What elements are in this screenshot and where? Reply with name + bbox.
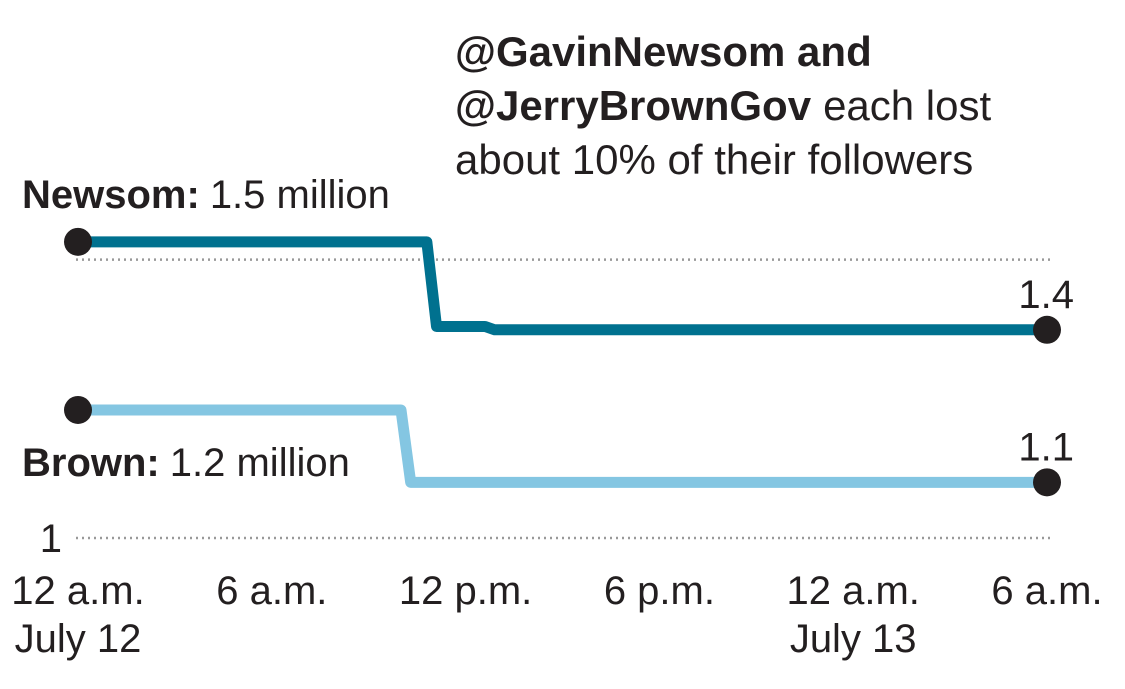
title-part: each lost — [823, 82, 991, 129]
title-line: about 10% of their followers — [455, 136, 973, 183]
series-line — [78, 236, 1047, 336]
series-end-value: 1.1 — [1018, 425, 1074, 469]
y-tick-label: 1 — [40, 517, 62, 561]
x-tick-label: 12 a.m. — [11, 569, 144, 613]
x-tick-label: 6 a.m. — [216, 569, 327, 613]
end-point — [64, 395, 92, 424]
series-end-value: 1.4 — [1018, 273, 1074, 317]
series-name: Newsom: — [22, 173, 200, 217]
x-tick-label: 6 a.m. — [991, 569, 1102, 613]
end-point — [64, 227, 92, 256]
title-line: @GavinNewsom and — [455, 28, 872, 75]
end-point — [1033, 315, 1061, 344]
x-date-label: July 13 — [790, 617, 917, 661]
end-point — [1033, 468, 1061, 497]
x-tick-label: 12 p.m. — [399, 569, 532, 613]
title-part: @JerryBrownGov — [455, 82, 812, 129]
series-label: Brown: 1.2 million — [22, 441, 350, 485]
title-part: about 10% of their followers — [455, 136, 973, 183]
series-start-value: 1.5 million — [210, 173, 390, 217]
x-date-label: July 12 — [15, 617, 142, 661]
title-line: @JerryBrownGov each lost — [455, 82, 991, 129]
series-name: Brown: — [22, 441, 160, 485]
series-label: Newsom: 1.5 million — [22, 173, 390, 217]
x-tick-label: 12 a.m. — [786, 569, 919, 613]
series-line — [78, 404, 1047, 488]
x-tick-label: 6 p.m. — [604, 569, 715, 613]
title-part: @GavinNewsom and — [455, 28, 872, 75]
series-start-value: 1.2 million — [170, 441, 350, 485]
